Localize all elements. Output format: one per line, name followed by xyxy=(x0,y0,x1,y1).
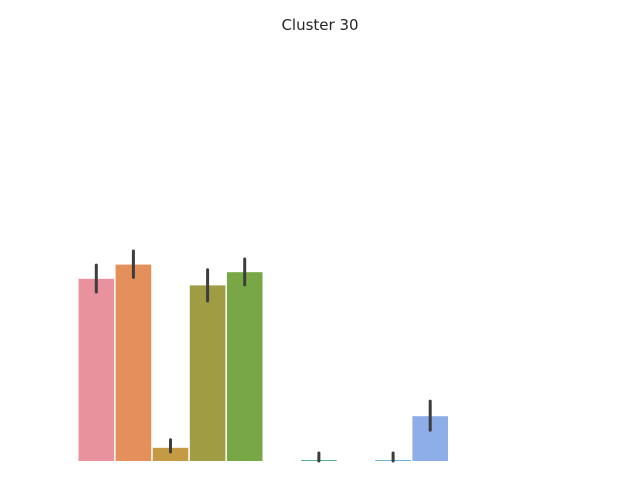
bar-2 xyxy=(115,264,152,461)
bar-5 xyxy=(226,272,263,461)
bar-3 xyxy=(152,447,189,461)
chart-title: Cluster 30 xyxy=(281,16,358,34)
bar-4 xyxy=(189,285,226,461)
error-bars-layer xyxy=(94,249,432,463)
bar-1 xyxy=(78,278,115,461)
bars-layer xyxy=(78,264,448,461)
